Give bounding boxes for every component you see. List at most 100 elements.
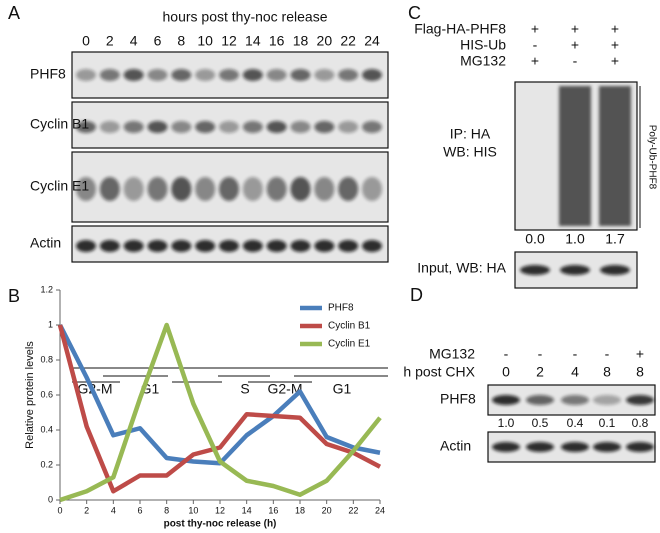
condition-label: Flag-HA-PHF8 — [414, 21, 506, 37]
panel-title: hours post thy-noc release — [163, 9, 328, 25]
condition-sign: + — [611, 53, 619, 69]
blot-band — [195, 69, 216, 81]
blot-band — [362, 69, 382, 81]
blot-band — [338, 177, 359, 201]
blot-band — [242, 177, 263, 201]
condition-sign: 4 — [571, 364, 579, 380]
y-tick-label: 1 — [48, 319, 53, 329]
blot-band — [492, 442, 520, 452]
condition-sign: - — [605, 346, 610, 362]
y-axis-label: Relative protein levels — [24, 341, 36, 449]
y-tick-label: 0.2 — [40, 459, 53, 469]
blot-band — [561, 395, 589, 405]
blot-band — [266, 69, 287, 81]
row-label: Cyclin B1 — [30, 116, 89, 132]
legend-label: PHF8 — [328, 303, 354, 314]
blot-band — [314, 69, 335, 81]
blot-band — [76, 240, 96, 252]
blot-band — [171, 69, 192, 81]
blot-band — [362, 240, 382, 252]
condition-label: MG132 — [429, 346, 475, 362]
blot-band — [626, 442, 654, 452]
blot-band — [195, 240, 216, 252]
blot-band — [147, 121, 168, 133]
blot-band — [76, 69, 96, 81]
condition-sign: 0 — [502, 364, 510, 380]
legend-label: Cyclin E1 — [328, 339, 371, 350]
blot-band — [123, 121, 144, 133]
quant-label: 1.0 — [565, 231, 585, 247]
condition-label: h post CHX — [403, 364, 475, 380]
blot-band — [195, 177, 216, 201]
condition-sign: - — [573, 346, 578, 362]
blot-band — [492, 395, 520, 405]
x-tick-label: 12 — [215, 505, 225, 515]
blot-band — [123, 69, 144, 81]
blot-band — [76, 121, 96, 133]
blot-band — [560, 265, 590, 275]
y-tick-label: 0.6 — [40, 389, 53, 399]
x-tick-label: 6 — [137, 505, 142, 515]
blot-band — [314, 121, 335, 133]
legend-label: Cyclin B1 — [328, 321, 371, 332]
blot-band — [242, 240, 263, 252]
lane-label: 18 — [293, 33, 309, 49]
lane-label: 12 — [221, 33, 237, 49]
blot-band — [99, 121, 120, 133]
condition-sign: + — [636, 346, 644, 362]
x-axis-label: post thy-noc release (h) — [164, 519, 277, 530]
quant-label: 1.7 — [605, 231, 625, 247]
condition-sign: + — [571, 21, 579, 37]
blot-band — [362, 121, 382, 133]
blot-band — [338, 121, 359, 133]
blot-band — [266, 121, 287, 133]
condition-sign: + — [611, 37, 619, 53]
blot-band — [219, 121, 239, 133]
condition-sign: + — [571, 37, 579, 53]
blot-band — [338, 240, 359, 252]
blot-band — [526, 442, 554, 452]
quant-label: 1.0 — [498, 416, 515, 430]
blot-band — [171, 121, 192, 133]
quant-label: 0.4 — [567, 416, 584, 430]
blot-band — [593, 442, 621, 452]
x-tick-label: 20 — [322, 505, 332, 515]
blot-band — [147, 177, 168, 201]
panel-label: D — [410, 285, 423, 305]
blot-band — [266, 177, 287, 201]
blot-band — [76, 177, 96, 201]
blot-band — [600, 265, 630, 275]
y-tick-label: 0.4 — [40, 424, 53, 434]
phase-label: S — [240, 381, 249, 397]
blot-band — [171, 177, 192, 201]
blot-band — [626, 395, 654, 405]
lane-label: 2 — [106, 33, 114, 49]
blot-band — [314, 240, 335, 252]
panel-label: B — [8, 286, 20, 306]
panel-label: C — [408, 3, 421, 23]
lane-label: 8 — [177, 33, 185, 49]
x-tick-label: 0 — [57, 505, 62, 515]
blot-band — [99, 240, 120, 252]
x-tick-label: 16 — [268, 505, 278, 515]
quant-label: 0.0 — [525, 231, 545, 247]
lane-label: 22 — [340, 33, 356, 49]
blot-band — [123, 177, 144, 201]
quant-label: 0.1 — [599, 416, 616, 430]
y-tick-label: 0.8 — [40, 354, 53, 364]
lane-label: 14 — [245, 33, 261, 49]
x-tick-label: 14 — [242, 505, 252, 515]
blot-band — [290, 121, 311, 133]
y-tick-label: 1.2 — [40, 284, 53, 294]
panel-label: A — [8, 3, 20, 23]
blot-band — [290, 177, 311, 201]
blot-band — [123, 240, 144, 252]
smear — [599, 86, 631, 226]
phase-label: G1 — [333, 381, 352, 397]
phase-label: G2-M — [268, 381, 303, 397]
blot-band — [338, 69, 359, 81]
y-tick-label: 0 — [48, 494, 53, 504]
lane-label: 10 — [197, 33, 213, 49]
lane-label: 16 — [269, 33, 285, 49]
condition-sign: 8 — [636, 364, 644, 380]
